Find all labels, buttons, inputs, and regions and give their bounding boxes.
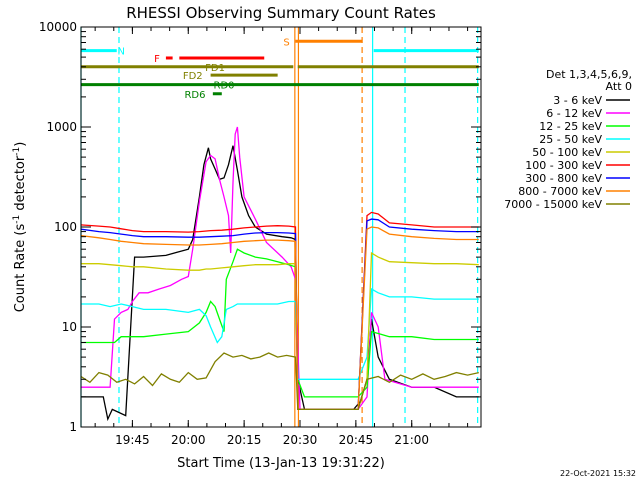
x-tick-label-0: 19:45 <box>115 433 150 447</box>
series-line-6 <box>80 218 479 411</box>
y-axis-label: Count Rate (s-1 detector-1) <box>12 142 28 313</box>
series-line-4 <box>81 251 479 411</box>
legend-header-1: Att 0 <box>606 80 632 93</box>
series-line-3 <box>81 287 479 380</box>
series-lines <box>80 126 479 422</box>
legend-label-4: 50 - 100 keV <box>532 146 602 159</box>
x-axis-label: Start Time (13-Jan-13 19:31:22) <box>177 456 385 471</box>
series-line-7 <box>80 226 479 411</box>
legend-label-1: 6 - 12 keV <box>546 107 602 120</box>
axes: 19:45 20:00 20:15 20:30 20:45 21:00 1 10 100 1000… <box>39 20 481 447</box>
state-bar-label-s: S <box>283 37 289 48</box>
state-bar-label-rd6: RD6 <box>184 90 205 101</box>
legend-label-7: 800 - 7000 keV <box>518 185 602 198</box>
state-bar-label-f: F <box>154 54 160 65</box>
legend-header-0: Det 1,3,4,5,6,9, <box>546 68 632 81</box>
series-line-8 <box>80 352 479 411</box>
legend-label-3: 25 - 50 keV <box>539 133 602 146</box>
x-tick-label-4: 20:45 <box>339 433 374 447</box>
state-bar-label-fd1: FD1 <box>205 63 225 74</box>
chart-title: RHESSI Observing Summary Count Rates <box>126 4 436 22</box>
x-tick-label-1: 20:00 <box>171 433 206 447</box>
x-tick-label-5: 21:00 <box>394 433 429 447</box>
state-bar-label-fd2: FD2 <box>183 71 203 82</box>
legend-label-0: 3 - 6 keV <box>553 94 602 107</box>
y-tick-label-3: 1000 <box>46 120 77 134</box>
y-tick-label-2: 100 <box>54 220 77 234</box>
legend-label-5: 100 - 300 keV <box>525 159 602 172</box>
y-tick-label-1: 10 <box>62 320 77 334</box>
x-tick-label-3: 20:30 <box>283 433 318 447</box>
legend-label-8: 7000 - 15000 keV <box>504 198 602 211</box>
date-stamp: 22-Oct-2021 15:32 <box>560 469 636 478</box>
legend-label-2: 12 - 25 keV <box>539 120 602 133</box>
legend-label-6: 300 - 800 keV <box>525 172 602 185</box>
state-bar-label-rd0: RD0 <box>214 81 235 92</box>
series-line-5 <box>80 211 479 411</box>
series-line-2 <box>81 248 479 398</box>
x-tick-label-2: 20:15 <box>227 433 262 447</box>
y-tick-label-4: 10000 <box>39 20 77 34</box>
y-tick-label-0: 1 <box>69 420 77 434</box>
state-bar-label-n: N <box>117 47 124 58</box>
